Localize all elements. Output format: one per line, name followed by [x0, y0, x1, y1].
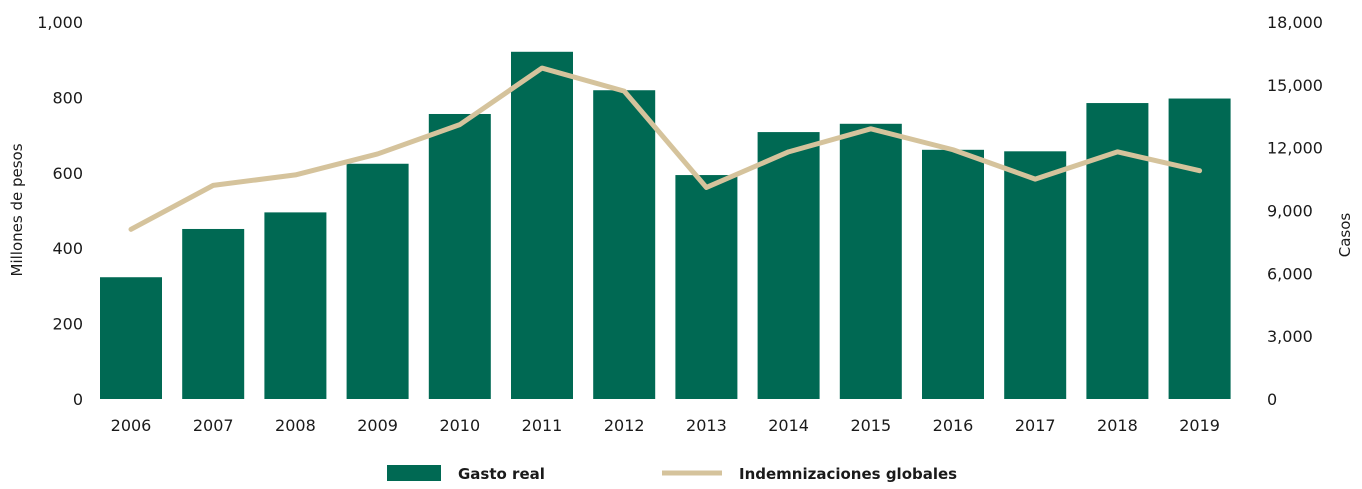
x-axis-tick-label: 2016 [933, 416, 974, 435]
legend-line-label: Indemnizaciones globales [739, 465, 957, 483]
left-axis-tick-label: 0 [73, 390, 83, 409]
bar-2006 [100, 277, 162, 399]
right-axis-tick-label: 0 [1267, 390, 1277, 409]
x-axis-tick-label: 2018 [1097, 416, 1138, 435]
right-axis-tick-label: 18,000 [1267, 13, 1323, 32]
legend: Gasto real Indemnizaciones globales [387, 465, 957, 483]
bar-2009 [347, 164, 409, 399]
x-axis-tick-label: 2012 [604, 416, 645, 435]
x-axis-tick-label: 2017 [1015, 416, 1056, 435]
left-axis-tick-label: 200 [52, 315, 83, 334]
bar-2011 [511, 52, 573, 399]
bar-2012 [593, 90, 655, 399]
right-axis-tick-label: 12,000 [1267, 139, 1323, 158]
bar-2008 [264, 212, 326, 399]
x-axis-tick-label: 2006 [111, 416, 152, 435]
legend-bar-swatch [387, 465, 441, 481]
x-axis-tick-label: 2013 [686, 416, 727, 435]
bar-2019 [1169, 99, 1231, 399]
bar-2017 [1004, 151, 1066, 399]
x-axis-tick-label: 2010 [439, 416, 480, 435]
bar-2010 [429, 114, 491, 399]
left-axis-tick-label: 400 [52, 239, 83, 258]
right-axis-tick-label: 3,000 [1267, 327, 1313, 346]
right-axis-tick-label: 6,000 [1267, 264, 1313, 283]
x-axis-tick-label: 2014 [768, 416, 809, 435]
left-axis-title: Millones de pesos [8, 143, 26, 276]
left-axis-tick-label: 1,000 [37, 13, 83, 32]
right-axis-title: Casos [1336, 213, 1354, 258]
x-axis-tick-label: 2007 [193, 416, 234, 435]
left-axis-tick-label: 800 [52, 88, 83, 107]
x-axis-tick-label: 2015 [850, 416, 891, 435]
bar-2018 [1086, 103, 1148, 399]
bar-2013 [675, 175, 737, 399]
bar-2007 [182, 229, 244, 399]
right-axis-tick-label: 9,000 [1267, 202, 1313, 221]
left-axis-ticks: 0 200 400 600 800 1,000 [37, 13, 83, 409]
bar-series [100, 52, 1231, 399]
x-axis-tick-label: 2011 [522, 416, 563, 435]
x-axis-tick-label: 2019 [1179, 416, 1220, 435]
x-axis-tick-label: 2008 [275, 416, 316, 435]
left-axis-tick-label: 600 [52, 164, 83, 183]
legend-bar-label: Gasto real [458, 465, 545, 483]
bar-2016 [922, 150, 984, 399]
x-axis-tick-label: 2009 [357, 416, 398, 435]
bar-2014 [758, 132, 820, 399]
right-axis-tick-label: 15,000 [1267, 76, 1323, 95]
bar-2015 [840, 124, 902, 399]
x-axis-ticks: 2006 2007 2008 2009 2010 2011 2012 2013 2014 2015… [111, 416, 1220, 435]
right-axis-ticks: 0 3,000 6,000 9,000 12,000 15,000 18,000 [1267, 13, 1323, 409]
